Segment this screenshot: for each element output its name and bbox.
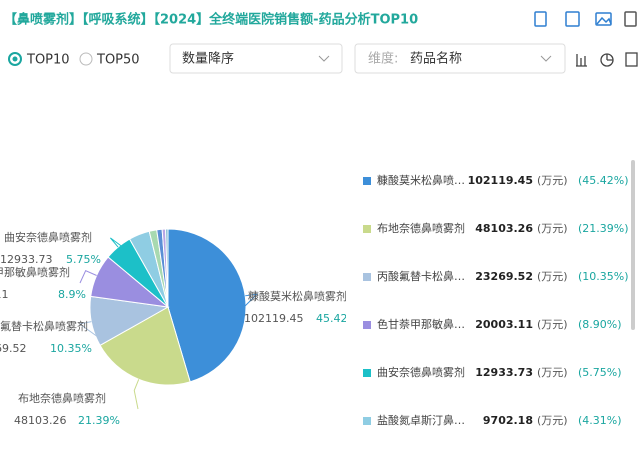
radio-top10[interactable]: TOP10 <box>8 52 70 68</box>
legend-swatch <box>363 369 371 377</box>
leader-line <box>78 321 99 338</box>
pie-label-name: 布地奈德鼻喷雾剂 <box>18 391 106 405</box>
legend-value: 102119.45 <box>468 174 533 187</box>
legend-name: 糠酸莫米松鼻喷… <box>377 173 465 187</box>
legend-swatch <box>363 177 371 185</box>
legend-percent: (4.31%) <box>578 414 622 427</box>
leader-line <box>133 379 140 410</box>
legend-name: 丙酸氟替卡松鼻… <box>377 269 465 283</box>
pie-slice <box>167 228 247 383</box>
legend-swatch <box>363 321 371 329</box>
legend-name: 盐酸氮卓斯汀鼻… <box>377 413 465 427</box>
pie-label-percent: 21.39% <box>78 414 120 427</box>
pie-label-value: 20003.11 <box>0 288 9 301</box>
leader-line <box>243 293 259 308</box>
select-label: 维度: <box>368 51 398 67</box>
panel-title: 【鼻喷雾剂】【呼吸系统】【2024】全终端医院销售额-药品分析TOP10 <box>4 12 418 28</box>
pie-label-percent: 5.75% <box>66 253 101 266</box>
leader-line <box>109 237 125 249</box>
legend-value: 9702.18 <box>483 414 533 427</box>
sort-select[interactable]: 数量降序 <box>169 43 343 74</box>
legend-percent: (5.75%) <box>578 366 622 379</box>
pie-label-percent: 10.35% <box>50 342 92 355</box>
legend-unit: (万元) <box>537 414 568 427</box>
legend-value: 23269.52 <box>475 270 533 283</box>
pie-label-value: 12933.73 <box>0 253 53 266</box>
pie-label-name: 色甘萘甲那敏鼻喷雾剂 <box>0 265 70 279</box>
pie-label-value: 23269.52 <box>0 342 27 355</box>
legend-swatch <box>363 273 371 281</box>
pie-label-name: 曲安奈德鼻喷雾剂 <box>4 230 92 244</box>
select-value: 药品名称 <box>410 51 462 67</box>
dimension-select[interactable]: 维度: 药品名称 <box>354 43 566 74</box>
pie-label-name: 丙酸氟替卡松鼻喷雾剂 <box>0 319 88 333</box>
legend-unit: (万元) <box>537 174 568 187</box>
leader-line <box>79 270 97 284</box>
legend-unit: (万元) <box>537 270 568 283</box>
legend-value: 48103.26 <box>475 222 533 235</box>
toolbar-icons[interactable] <box>534 11 637 27</box>
legend-panel <box>346 150 640 461</box>
legend-percent: (21.39%) <box>578 222 629 235</box>
legend-swatch <box>363 225 371 233</box>
pie-slice <box>165 228 169 308</box>
pie-label-name: 糠酸莫米松鼻喷雾剂 <box>248 289 347 303</box>
legend: 糠酸莫米松鼻喷… 102119.45 (万元) (45.42%) 布地奈德鼻喷雾剂 481… <box>363 173 629 427</box>
pie-label-value: 102119.45 <box>244 312 304 325</box>
legend-value: 12933.73 <box>475 366 533 379</box>
legend-value: 20003.11 <box>475 318 533 331</box>
legend-percent: (10.35%) <box>578 270 629 283</box>
chart-type-icons[interactable] <box>576 52 638 67</box>
scrollbar[interactable] <box>631 160 635 330</box>
legend-percent: (45.42%) <box>578 174 629 187</box>
legend-name: 布地奈德鼻喷雾剂 <box>377 221 465 235</box>
legend-unit: (万元) <box>537 222 568 235</box>
radio-label: TOP10 <box>26 53 70 68</box>
legend-unit: (万元) <box>537 366 568 379</box>
pie-slice <box>99 306 191 386</box>
legend-name: 曲安奈德鼻喷雾剂 <box>377 365 465 379</box>
legend-percent: (8.90%) <box>578 318 622 331</box>
pie-label-value: 48103.26 <box>14 414 67 427</box>
legend-swatch <box>363 417 371 425</box>
radio-label: TOP50 <box>96 53 140 68</box>
legend-name: 色甘萘甲那敏鼻… <box>377 317 465 331</box>
pie <box>89 228 247 386</box>
pie-label-percent: 8.9% <box>58 288 86 301</box>
select-value: 数量降序 <box>182 52 234 67</box>
radio-top50[interactable]: TOP50 <box>79 52 140 68</box>
legend-unit: (万元) <box>537 318 568 331</box>
